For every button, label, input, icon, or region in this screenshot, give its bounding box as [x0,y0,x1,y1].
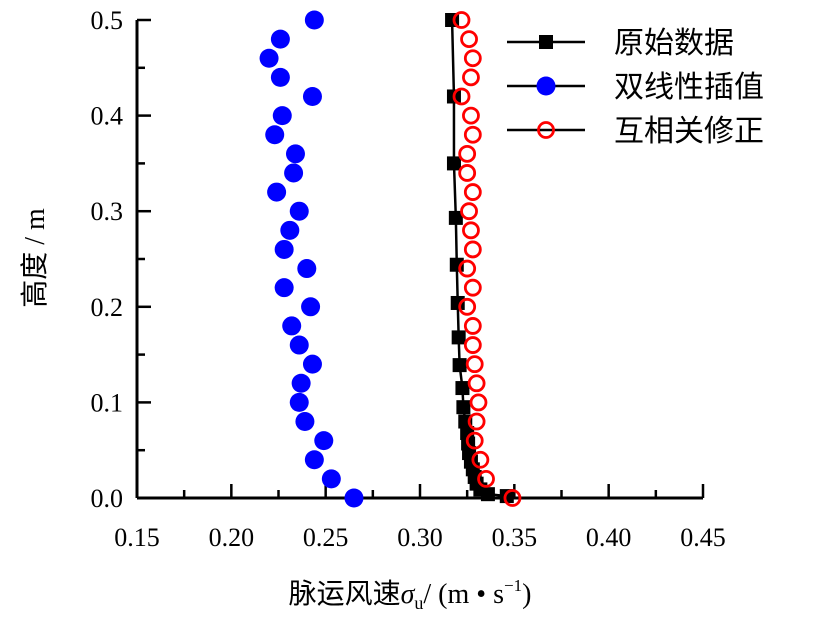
y-tick-label: 0.2 [91,293,124,322]
data-point-series-1 [289,335,309,355]
data-point-series-2 [469,393,488,412]
y-axis-label: 高度 / m [19,208,51,308]
x-tick-label: 0.30 [397,523,443,552]
x-tick-label: 0.25 [303,523,349,552]
data-point-series-1 [304,450,324,470]
x-axis-label: 脉运风速σu/ (m • s−1) [289,576,532,613]
data-point-series-1 [270,67,290,87]
data-point-series-0 [448,210,463,225]
legend-marker [537,121,555,139]
data-point-series-0 [450,295,465,310]
data-point-series-0 [456,400,471,415]
data-point-series-2 [463,336,482,354]
data-point-series-1 [289,201,309,221]
y-tick-label: 0.0 [91,484,124,513]
data-point-series-1 [285,144,305,164]
data-point-series-2 [458,259,477,278]
data-point-series-2 [458,144,477,163]
data-point-series-1 [291,373,311,393]
x-tick-label: 0.15 [114,523,160,552]
data-point-series-1 [272,106,292,126]
data-point-series-2 [467,374,486,393]
data-point-series-1 [314,431,334,451]
data-point-series-2 [503,489,522,507]
plot-marks [259,10,522,508]
data-point-series-1 [274,239,294,259]
data-point-series-2 [460,30,478,49]
data-point-series-2 [463,49,482,68]
data-point-series-1 [302,86,322,106]
data-point-series-1 [280,220,300,240]
data-point-series-1 [301,297,321,317]
data-point-series-1 [295,412,315,432]
data-point-series-2 [452,11,471,29]
legend-marker [539,35,553,49]
data-point-series-2 [467,412,486,431]
data-point-series-2 [471,450,490,469]
data-point-series-2 [462,106,480,125]
data-point-series-2 [465,355,484,374]
x-tick-label: 0.40 [586,523,632,552]
data-point-series-2 [465,431,484,450]
data-point-series-0 [452,358,467,373]
data-point-series-1 [297,259,317,279]
y-tick-label: 0.1 [91,388,124,417]
data-point-series-1 [302,354,322,374]
data-point-series-1 [270,29,290,49]
data-point-series-1 [282,316,302,336]
data-point-series-1 [321,469,341,489]
data-point-series-1 [265,125,285,145]
data-point-series-0 [455,381,470,396]
y-tick-label: 0.4 [91,102,124,131]
data-point-series-2 [452,87,471,106]
x-tick-label: 0.20 [209,523,255,552]
data-point-series-1 [274,278,294,298]
legend-marker [536,76,556,96]
x-tick-label: 0.45 [680,523,726,552]
data-point-series-2 [458,297,477,316]
data-point-series-2 [477,469,495,488]
data-point-series-2 [463,125,482,144]
data-point-series-2 [463,240,482,259]
data-point-series-0 [446,156,461,171]
x-tick-label: 0.35 [492,523,538,552]
data-point-series-1 [289,392,309,412]
data-point-series-2 [463,183,482,201]
data-point-series-1 [259,48,279,68]
data-point-series-1 [267,182,287,202]
y-tick-label: 0.5 [91,6,124,35]
data-point-series-0 [499,489,514,504]
data-point-series-2 [460,202,478,221]
data-point-series-2 [458,164,477,182]
legend-label: 双线性插值 [614,71,764,104]
data-point-series-2 [463,278,482,297]
data-point-series-1 [284,163,304,183]
data-point-series-0 [460,425,475,440]
data-point-series-1 [344,488,364,508]
legend-label: 原始数据 [614,27,734,60]
data-point-series-0 [451,330,466,345]
data-point-series-1 [304,10,324,30]
y-tick-label: 0.3 [91,197,124,226]
axes: 0.15 0.20 0.25 0.30 0.35 0.40 0.45 0.0 0.1 0.2 0.3… [91,6,726,552]
data-point-series-2 [462,68,480,87]
data-point-series-2 [462,221,480,240]
data-point-series-0 [480,487,495,502]
data-point-series-2 [463,317,482,335]
legend-label: 互相关修正 [614,115,764,148]
